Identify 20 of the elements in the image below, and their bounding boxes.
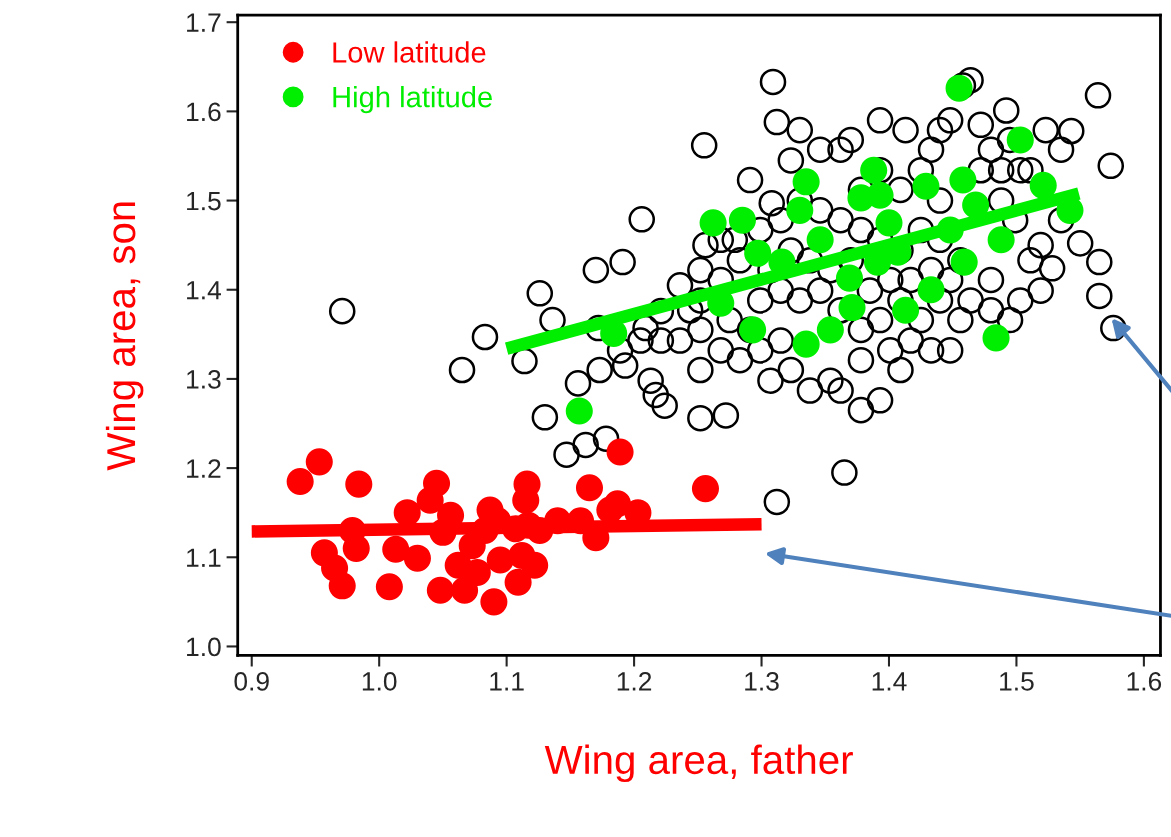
- x-tick-label: 1.2: [617, 672, 652, 691]
- x-tick-label: 1.3: [745, 672, 779, 691]
- x-tick-label: 0.9: [234, 672, 269, 691]
- y-tick-label: 1.6: [187, 102, 221, 122]
- y-tick-label: 1.2: [187, 459, 221, 478]
- x-tick-label: 1.5: [1000, 672, 1034, 691]
- x-tick-label: 1.1: [490, 672, 524, 691]
- legend-label: High latitude: [333, 86, 492, 114]
- x-tick-label: 1.0: [362, 672, 397, 691]
- y-tick-label: 1.7: [187, 13, 221, 32]
- y-axis-title: Wing area, son: [105, 202, 144, 471]
- x-tick-label: 1.6: [1127, 672, 1162, 691]
- x-tick-label: 1.4: [872, 672, 907, 691]
- y-tick-label: 1.5: [187, 191, 221, 211]
- legend-label: Low latitude: [333, 41, 486, 63]
- y-tick-label: 1.0: [187, 637, 221, 657]
- y-tick-label: 1.3: [187, 370, 221, 389]
- y-tick-label: 1.1: [187, 548, 221, 567]
- y-tick-label: 1.4: [187, 281, 221, 300]
- x-axis-title: Wing area, father: [544, 744, 853, 783]
